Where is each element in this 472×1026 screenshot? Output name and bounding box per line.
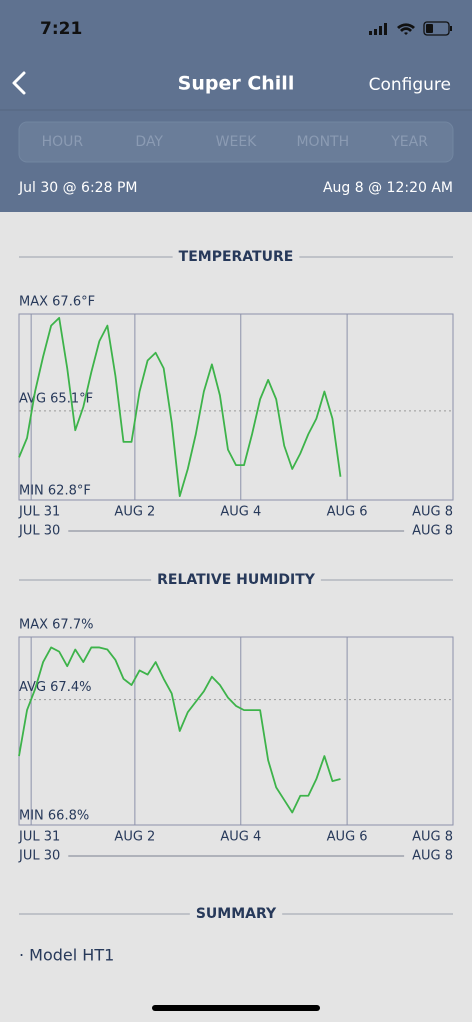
range-start: Jul 30 @ 6:28 PM	[18, 180, 137, 196]
x-tick-label: AUG 2	[114, 830, 155, 845]
range-end-label: AUG 8	[412, 524, 453, 539]
tab[interactable]: YEAR	[390, 134, 428, 150]
data-line	[18, 646, 341, 814]
chart: TEMPERATURE MAX 67.6°F AVG 65.1°F MIN 62.8°…	[18, 249, 454, 539]
range-end-label: AUG 8	[412, 849, 453, 864]
y-tick-label: MIN 62.8°F	[19, 484, 91, 499]
charts: TEMPERATURE MAX 67.6°F AVG 65.1°F MIN 62.8°…	[18, 249, 454, 864]
nav-title: Super Chill	[178, 73, 295, 95]
range-end: Aug 8 @ 12:20 AM	[323, 180, 453, 196]
x-tick-label: AUG 2	[114, 505, 155, 520]
summary: SUMMARY · Model HT1	[19, 906, 453, 965]
status-icons	[369, 21, 452, 36]
x-tick-label: JUL 31	[18, 830, 60, 845]
summary-title: SUMMARY	[196, 906, 277, 922]
home-indicator	[152, 1005, 320, 1011]
tab[interactable]: HOUR	[42, 134, 84, 150]
x-tick-label: AUG 8	[412, 830, 453, 845]
y-tick-label: AVG 67.4%	[19, 680, 91, 695]
x-tick-label: AUG 6	[327, 505, 368, 520]
data-line	[18, 316, 342, 498]
y-tick-label: MAX 67.7%	[19, 618, 93, 633]
tab[interactable]: WEEK	[216, 134, 258, 150]
x-tick-label: AUG 4	[220, 830, 261, 845]
configure-button[interactable]: Configure	[369, 75, 451, 95]
x-tick-label: AUG 6	[327, 830, 368, 845]
chart-title: RELATIVE HUMIDITY	[157, 572, 316, 588]
tabs: HOUR DAY WEEK MONTH YEAR	[42, 134, 429, 150]
header	[0, 0, 472, 212]
x-tick-label: JUL 31	[18, 505, 60, 520]
tab[interactable]: MONTH	[296, 134, 349, 150]
x-tick-label: AUG 4	[220, 505, 261, 520]
tab[interactable]: DAY	[135, 134, 163, 150]
range-start-label: JUL 30	[18, 849, 60, 864]
summary-item: · Model HT1	[19, 946, 114, 965]
y-tick-label: MIN 66.8%	[19, 809, 89, 824]
chart-title: TEMPERATURE	[179, 249, 294, 265]
x-tick-label: AUG 8	[412, 505, 453, 520]
y-tick-label: AVG 65.1°F	[19, 391, 93, 406]
status-time: 7:21	[40, 19, 82, 39]
chart: RELATIVE HUMIDITY MAX 67.7% AVG 67.4% MIN 6…	[18, 572, 454, 864]
tab-control	[18, 121, 454, 163]
range-start-label: JUL 30	[18, 524, 60, 539]
y-tick-label: MAX 67.6°F	[19, 295, 95, 310]
back-button[interactable]	[12, 71, 26, 95]
